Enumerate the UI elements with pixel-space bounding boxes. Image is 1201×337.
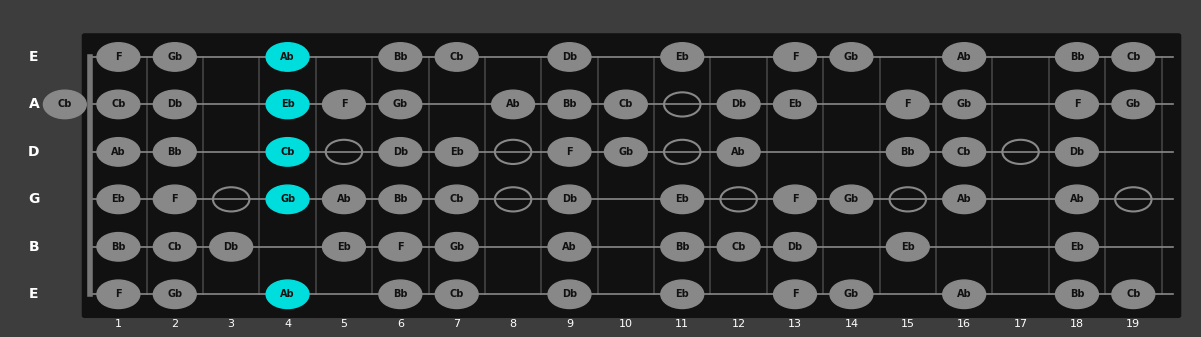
Ellipse shape [435, 185, 478, 214]
Text: Ab: Ab [280, 289, 295, 299]
Text: Eb: Eb [675, 194, 689, 204]
Text: 18: 18 [1070, 319, 1085, 329]
Text: Eb: Eb [675, 52, 689, 62]
Text: Eb: Eb [450, 147, 464, 157]
Text: Cb: Cb [112, 99, 126, 110]
Ellipse shape [491, 90, 534, 119]
Ellipse shape [943, 185, 986, 214]
Text: Ab: Ab [112, 147, 126, 157]
Ellipse shape [548, 137, 591, 166]
Ellipse shape [661, 185, 704, 214]
Text: F: F [1074, 99, 1080, 110]
Text: Db: Db [562, 52, 576, 62]
Ellipse shape [97, 280, 139, 308]
Text: 1: 1 [115, 319, 123, 329]
Ellipse shape [773, 43, 817, 71]
Ellipse shape [830, 43, 873, 71]
Text: Db: Db [393, 147, 408, 157]
Text: F: F [115, 52, 121, 62]
Text: Db: Db [788, 242, 802, 252]
Ellipse shape [267, 43, 309, 71]
Text: Cb: Cb [731, 242, 746, 252]
Ellipse shape [435, 233, 478, 261]
Text: B: B [29, 240, 40, 254]
Ellipse shape [548, 280, 591, 308]
Text: Bb: Bb [393, 194, 407, 204]
Ellipse shape [154, 280, 196, 308]
Ellipse shape [378, 137, 422, 166]
Ellipse shape [378, 90, 422, 119]
Text: F: F [341, 99, 347, 110]
Text: 14: 14 [844, 319, 859, 329]
Ellipse shape [1056, 137, 1099, 166]
Text: Bb: Bb [112, 242, 126, 252]
Text: F: F [791, 194, 799, 204]
Text: Eb: Eb [675, 289, 689, 299]
Text: Cb: Cb [168, 242, 183, 252]
Text: Bb: Bb [393, 289, 407, 299]
Text: Cb: Cb [1127, 52, 1141, 62]
Text: Eb: Eb [281, 99, 294, 110]
Text: F: F [398, 242, 404, 252]
Ellipse shape [210, 233, 252, 261]
Text: D: D [28, 145, 40, 159]
Text: F: F [566, 147, 573, 157]
Text: Ab: Ab [957, 289, 972, 299]
Ellipse shape [267, 137, 309, 166]
Ellipse shape [943, 90, 986, 119]
Ellipse shape [1056, 90, 1099, 119]
Ellipse shape [661, 233, 704, 261]
Text: 3: 3 [228, 319, 234, 329]
Text: Ab: Ab [1070, 194, 1085, 204]
Text: Cb: Cb [58, 99, 72, 110]
Ellipse shape [1112, 90, 1155, 119]
Ellipse shape [717, 90, 760, 119]
Ellipse shape [1112, 280, 1155, 308]
Ellipse shape [604, 90, 647, 119]
Text: Ab: Ab [562, 242, 576, 252]
Text: F: F [791, 289, 799, 299]
Text: Eb: Eb [1070, 242, 1083, 252]
Text: Cb: Cb [280, 147, 294, 157]
Ellipse shape [773, 90, 817, 119]
Text: Gb: Gb [167, 52, 183, 62]
Text: Db: Db [731, 99, 746, 110]
Text: Cb: Cb [1127, 289, 1141, 299]
Ellipse shape [943, 137, 986, 166]
Text: F: F [904, 99, 912, 110]
Ellipse shape [154, 185, 196, 214]
Ellipse shape [1056, 233, 1099, 261]
Ellipse shape [97, 233, 139, 261]
Ellipse shape [886, 90, 930, 119]
Text: Cb: Cb [449, 52, 464, 62]
Ellipse shape [773, 185, 817, 214]
Text: Cb: Cb [619, 99, 633, 110]
Text: Ab: Ab [336, 194, 351, 204]
Text: 16: 16 [957, 319, 972, 329]
Ellipse shape [154, 137, 196, 166]
Text: Gb: Gb [619, 147, 633, 157]
Ellipse shape [43, 90, 86, 119]
Text: F: F [115, 289, 121, 299]
Ellipse shape [97, 43, 139, 71]
Text: Bb: Bb [675, 242, 689, 252]
Text: Gb: Gb [280, 194, 295, 204]
Text: Eb: Eb [112, 194, 125, 204]
Text: A: A [29, 97, 40, 112]
Ellipse shape [97, 137, 139, 166]
Ellipse shape [435, 43, 478, 71]
Ellipse shape [267, 90, 309, 119]
Ellipse shape [323, 185, 365, 214]
Text: 2: 2 [172, 319, 179, 329]
Ellipse shape [323, 90, 365, 119]
Text: Bb: Bb [1070, 289, 1085, 299]
Text: Eb: Eb [337, 242, 351, 252]
Ellipse shape [435, 280, 478, 308]
Text: 7: 7 [453, 319, 460, 329]
Text: Bb: Bb [901, 147, 915, 157]
Text: 12: 12 [731, 319, 746, 329]
Text: 6: 6 [396, 319, 404, 329]
Ellipse shape [378, 233, 422, 261]
Text: 9: 9 [566, 319, 573, 329]
